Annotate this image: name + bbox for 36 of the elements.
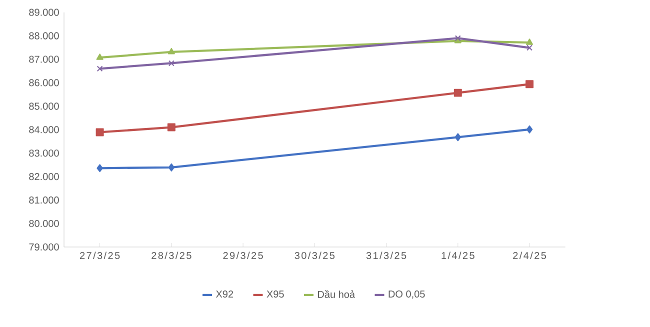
y-tick-label: 81.000 xyxy=(29,196,59,204)
point xyxy=(168,48,175,54)
point xyxy=(96,164,103,172)
point xyxy=(454,88,462,97)
point xyxy=(168,60,174,66)
point xyxy=(168,163,175,172)
legend-label: DO 0,05 xyxy=(388,290,425,299)
y-tick-label: 79.000 xyxy=(29,243,59,251)
y-tick-label: 82.000 xyxy=(29,173,59,180)
x-tick-label: 28/3/25 xyxy=(152,252,192,260)
y-tick-label: 87.000 xyxy=(29,56,59,63)
point xyxy=(96,54,104,60)
legend-label: X95 xyxy=(266,290,284,298)
x-tick-label: 1/4/25 xyxy=(442,252,474,260)
y-tick-label: 83.000 xyxy=(29,150,59,157)
point xyxy=(526,125,533,134)
legend-label: Dầu hoả xyxy=(318,290,356,298)
y-tick-label: 89.000 xyxy=(29,8,59,16)
point xyxy=(454,133,462,142)
x-tick-label: 27/3/25 xyxy=(80,252,120,260)
point xyxy=(96,66,103,72)
x-tick-label: 2/4/25 xyxy=(513,252,546,260)
point xyxy=(526,44,533,51)
y-tick-label: 84.000 xyxy=(29,126,59,134)
y-tick-label: 85.000 xyxy=(29,102,59,110)
x-tick-label: 30/3/25 xyxy=(294,252,335,260)
point xyxy=(526,38,534,45)
point xyxy=(96,128,104,136)
x-tick-label: 31/3/25 xyxy=(366,252,406,260)
x-tick-label: 29/3/25 xyxy=(223,252,263,260)
point xyxy=(526,80,534,88)
y-tick-label: 86.000 xyxy=(29,79,59,86)
point xyxy=(167,123,176,132)
legend-label: X92 xyxy=(216,290,234,298)
y-tick-label: 88.000 xyxy=(29,32,59,40)
y-tick-label: 80.000 xyxy=(29,220,59,228)
